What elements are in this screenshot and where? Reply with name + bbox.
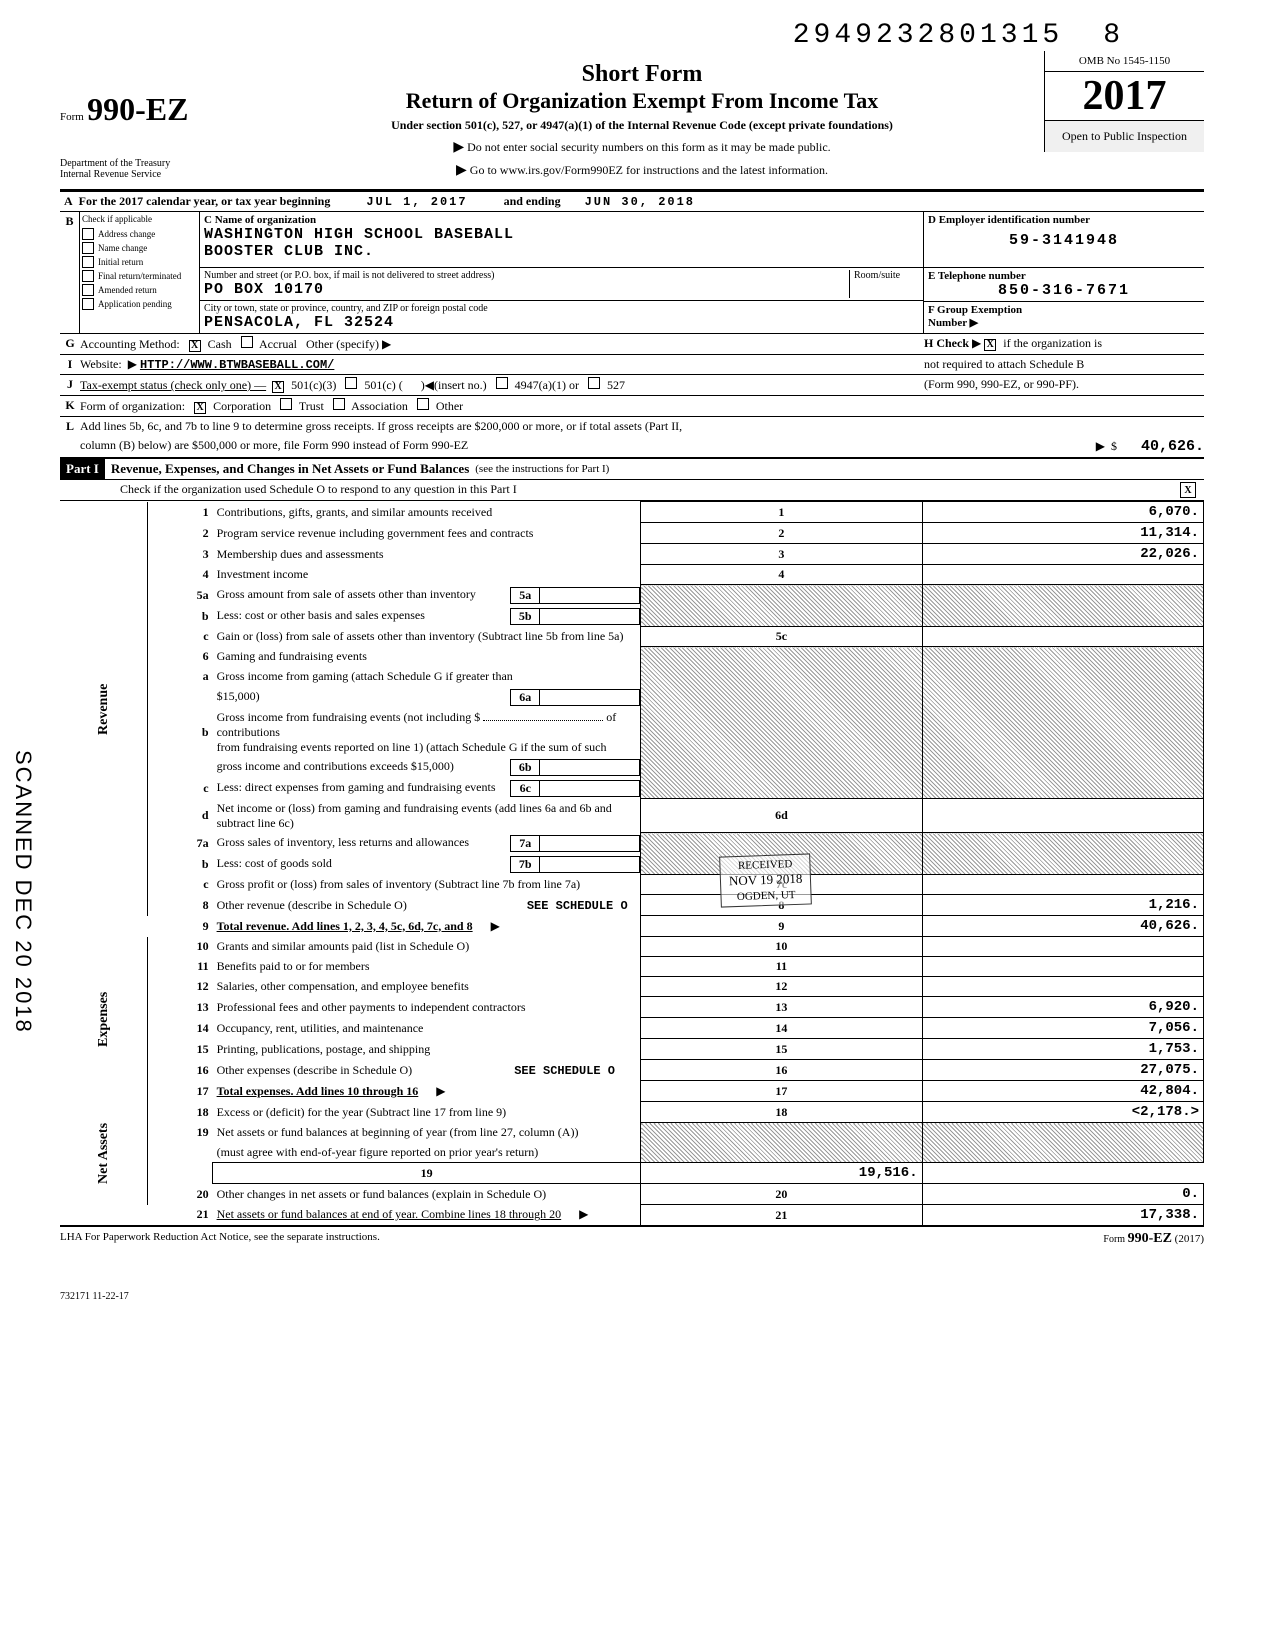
city-label: City or town, state or province, country… xyxy=(204,303,919,314)
line-l-letter: L xyxy=(60,419,80,434)
group-exemption-label: F Group Exemption xyxy=(928,304,1200,316)
org-name-1: WASHINGTON HIGH SCHOOL BASEBALL xyxy=(204,226,919,243)
room-suite-label: Room/suite xyxy=(849,270,919,298)
dept-irs: Internal Revenue Service xyxy=(60,169,240,180)
street-label: Number and street (or P.O. box, if mail … xyxy=(204,270,849,281)
checkbox-association[interactable] xyxy=(333,398,345,410)
tax-year: 2017 xyxy=(1045,72,1204,121)
line-h-cont: not required to attach Schedule B xyxy=(924,357,1204,372)
org-name-2: BOOSTER CLUB INC. xyxy=(204,243,919,260)
omb-number: OMB No 1545-1150 xyxy=(1045,51,1204,72)
checkbox-corporation[interactable]: X xyxy=(194,402,206,414)
ein-label: D Employer identification number xyxy=(928,214,1200,226)
phone-label: E Telephone number xyxy=(928,270,1200,282)
netassets-side-label: Net Assets xyxy=(60,1102,148,1205)
return-title: Return of Organization Exempt From Incom… xyxy=(240,88,1044,114)
line-j-letter: J xyxy=(60,377,80,393)
under-section: Under section 501(c), 527, or 4947(a)(1)… xyxy=(240,118,1044,133)
check-if-applicable: Check if applicable Address change Name … xyxy=(80,212,200,333)
checkbox-accrual[interactable] xyxy=(241,336,253,348)
lha-notice: LHA For Paperwork Reduction Act Notice, … xyxy=(60,1231,380,1247)
checkbox-other-org[interactable] xyxy=(417,398,429,410)
part-1-check-text: Check if the organization used Schedule … xyxy=(120,482,517,498)
short-form-title: Short Form xyxy=(240,61,1044,88)
expenses-side-label: Expenses xyxy=(60,937,148,1102)
website: Website: ▶ HTTP://WWW.BTWBASEBALL.COM/ xyxy=(80,357,924,372)
form-reference: Form 990-EZ (2017) xyxy=(1103,1231,1204,1247)
ein-value: 59-3141948 xyxy=(928,232,1200,249)
line-l-text2: column (B) below) are $500,000 or more, … xyxy=(80,438,1004,455)
accounting-method: Accounting Method: X Cash Accrual Other … xyxy=(80,336,924,352)
open-to-public: Open to Public Inspection xyxy=(1045,121,1204,152)
checkbox-amended-return[interactable] xyxy=(82,284,94,296)
checkbox-final-return[interactable] xyxy=(82,270,94,282)
checkbox-application-pending[interactable] xyxy=(82,298,94,310)
line-l-amount: ▶ $ 40,626. xyxy=(1004,438,1204,455)
part-1-badge: Part I xyxy=(60,459,105,479)
org-name-label: C Name of organization xyxy=(204,214,919,226)
part-1-sub: (see the instructions for Part I) xyxy=(475,463,609,475)
line-i-letter: I xyxy=(60,357,80,372)
city-state-zip: PENSACOLA, FL 32524 xyxy=(204,314,919,331)
received-stamp: RECEIVED NOV 19 2018 OGDEN, UT xyxy=(719,853,812,908)
instruction-1: ▶ Do not enter social security numbers o… xyxy=(240,139,1044,156)
street-address: PO BOX 10170 xyxy=(204,281,849,298)
line-k-letter: K xyxy=(60,398,80,414)
footer-code: 732171 11-22-17 xyxy=(60,1291,1204,1302)
tax-exempt-status: Tax-exempt status (check only one) — X 5… xyxy=(80,377,924,393)
checkbox-501c[interactable] xyxy=(345,377,357,389)
instruction-2: ▶ Go to www.irs.gov/Form990EZ for instru… xyxy=(240,162,1044,179)
line-a-calendar-year: A For the 2017 calendar year, or tax yea… xyxy=(60,192,1204,212)
checkbox-address-change[interactable] xyxy=(82,228,94,240)
checkbox-527[interactable] xyxy=(588,377,600,389)
line-h: H Check ▶ X if the organization is xyxy=(924,336,1204,352)
checkbox-initial-return[interactable] xyxy=(82,256,94,268)
dept-treasury: Department of the Treasury xyxy=(60,158,240,169)
checkbox-501c3[interactable]: X xyxy=(272,381,284,393)
line-h-forms: (Form 990, 990-EZ, or 990-PF). xyxy=(924,377,1204,393)
part-1-title: Revenue, Expenses, and Changes in Net As… xyxy=(105,459,475,479)
checkbox-4947[interactable] xyxy=(496,377,508,389)
checkbox-h[interactable]: X xyxy=(984,339,996,351)
checkbox-name-change[interactable] xyxy=(82,242,94,254)
phone-value: 850-316-7671 xyxy=(928,282,1200,299)
document-id-number: 29492328013158 xyxy=(60,20,1204,51)
line-l-text1: Add lines 5b, 6c, and 7b to line 9 to de… xyxy=(80,419,1204,434)
form-label: Form 990-EZ xyxy=(60,91,240,128)
part-1-table: Revenue 1Contributions, gifts, grants, a… xyxy=(60,501,1204,1227)
group-exemption-number-label: Number ▶ xyxy=(928,316,1200,329)
form-of-org: Form of organization: X Corporation Trus… xyxy=(80,398,1204,414)
checkbox-trust[interactable] xyxy=(280,398,292,410)
revenue-side-label: Revenue xyxy=(60,502,148,916)
section-b-letter: B xyxy=(60,212,80,333)
scanned-stamp: SCANNED DEC 20 2018 xyxy=(10,750,36,1034)
checkbox-part1-scheduleo[interactable]: X xyxy=(1180,482,1196,498)
line-g-letter: G xyxy=(60,336,80,352)
checkbox-cash[interactable]: X xyxy=(189,340,201,352)
